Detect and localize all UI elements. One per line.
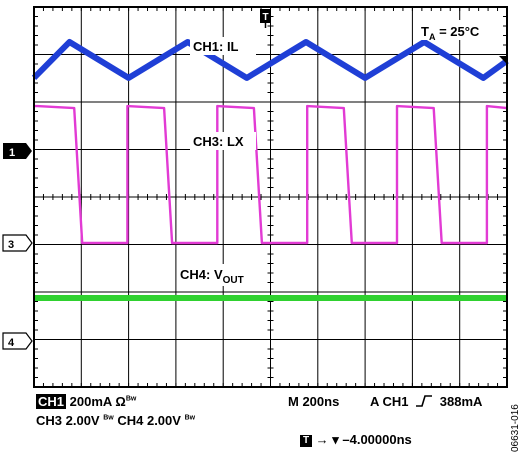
trigger-position-marker: T — [260, 9, 271, 28]
figure-id: 06631-016 — [510, 404, 521, 452]
ch1-label: CH1: IL — [193, 39, 239, 54]
series-line-ch3 — [34, 104, 508, 245]
ch1-badge: CH1 — [36, 394, 67, 409]
status-trigger: A CH1 388mA — [370, 394, 482, 409]
trigger-level-marker — [499, 56, 507, 64]
status-timebase: M 200ns — [288, 394, 339, 409]
temperature-annotation: TA = 25°C — [418, 20, 500, 42]
ch4-scale: CH4 2.00V — [117, 413, 181, 428]
series-line-ch1 — [31, 39, 509, 81]
ch4-label: CH4: VOUT — [180, 267, 244, 286]
bw-indicator: Bw — [125, 395, 137, 403]
ch4-ground-marker: 4 — [2, 332, 33, 350]
svg-text:4: 4 — [8, 337, 15, 349]
trigger-offset: → ▾ –4.00000ns — [315, 432, 412, 447]
series-label-ch3: CH3: LX — [190, 132, 256, 150]
svg-text:TA = 25°C: TA = 25°C — [421, 24, 480, 42]
ch3-scale: CH3 2.00V — [36, 413, 100, 428]
status-ch3: CH3 2.00V Bw CH4 2.00V Bw — [36, 413, 195, 428]
timebase: M 200ns — [288, 394, 340, 409]
rising-edge-icon — [416, 395, 433, 407]
trigger-level: 388mA — [439, 394, 483, 409]
ch1-ground-marker: 1 — [3, 143, 32, 159]
trigger-box-icon: T — [300, 434, 312, 447]
series-label-ch4: CH4: VOUT — [178, 264, 264, 286]
bw-indicator: Bw — [184, 414, 196, 422]
ch3-label: CH3: LX — [193, 134, 244, 149]
traces — [31, 39, 509, 301]
svg-text:3: 3 — [8, 239, 14, 251]
ch3-ground-marker: 3 — [2, 234, 33, 252]
status-ch1: CH1 200mA ΩBw — [36, 394, 136, 409]
svg-text:T: T — [262, 12, 268, 23]
status-trigger-offset: T → ▾ –4.00000ns — [300, 432, 412, 448]
bw-indicator: Bw — [103, 414, 114, 422]
plot-frame — [33, 6, 508, 388]
svg-text:1: 1 — [9, 147, 15, 159]
series-label-ch1: CH1: IL — [190, 37, 256, 55]
ch1-scale: 200mA Ω — [69, 394, 126, 409]
trigger-source: A CH1 — [370, 394, 409, 409]
